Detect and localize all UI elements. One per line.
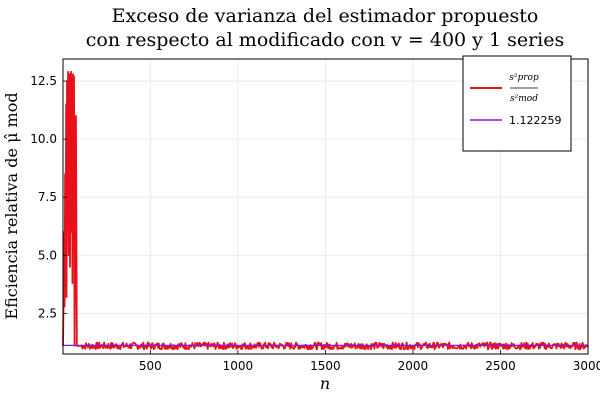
x-tick-label: 2500 [485, 359, 516, 373]
legend: s²prop s²mod 1.122259 [462, 55, 572, 152]
series-layer [62, 70, 589, 351]
legend-label-mean: 1.122259 [509, 114, 562, 127]
chart-title-line2: con respecto al modificado con v = 400 y… [86, 29, 564, 51]
y-tick-label: 7.5 [38, 190, 57, 204]
y-tick-label: 2.5 [38, 306, 57, 320]
legend-box [462, 55, 572, 152]
y-tick-label: 12.5 [30, 74, 57, 88]
x-axis-ticks: 500 1000 1500 2000 2500 3000 [139, 350, 600, 373]
x-tick-label: 1000 [223, 359, 254, 373]
x-tick-label: 2000 [398, 359, 429, 373]
x-tick-label: 3000 [573, 359, 600, 373]
legend-label-denominator: s²mod [510, 94, 538, 104]
x-tick-label: 1500 [310, 359, 341, 373]
y-axis-label: Eficiencia relativa de μ̂ mod [2, 92, 21, 319]
chart-title-line1: Exceso de varianza del estimador propues… [112, 5, 539, 27]
y-tick-label: 10.0 [30, 132, 57, 146]
x-axis-label: n [320, 374, 330, 393]
x-tick-label: 500 [139, 359, 162, 373]
legend-label-numerator: s²prop [509, 73, 539, 83]
y-tick-label: 5.0 [38, 248, 57, 262]
y-axis-ticks: 2.5 5.0 7.5 10.0 12.5 [30, 74, 67, 320]
